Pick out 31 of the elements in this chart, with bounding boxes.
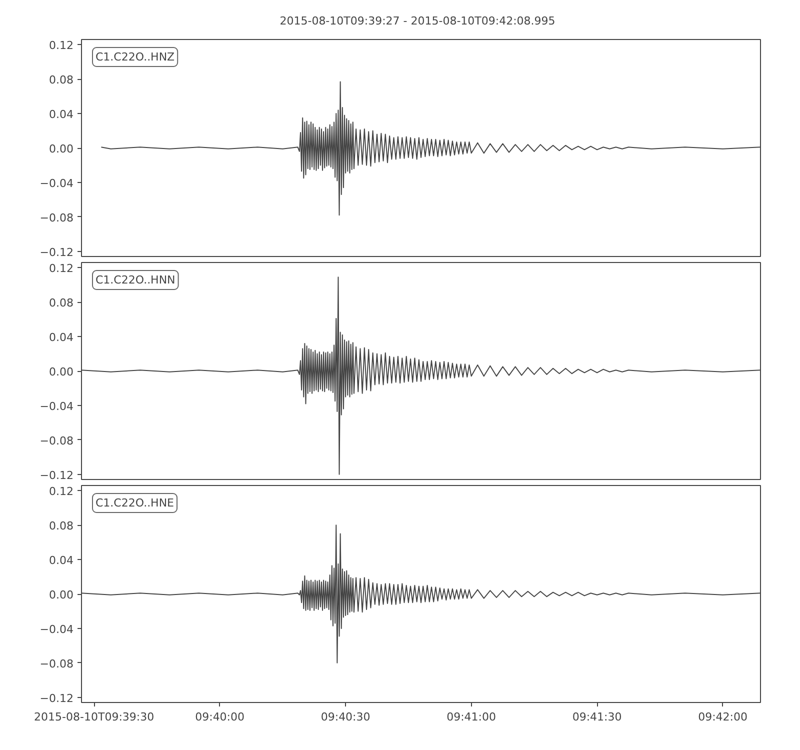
y-tick-label: 0.00 xyxy=(49,588,74,602)
chart-title: 2015-08-10T09:39:27 - 2015-08-10T09:42:08.995 xyxy=(280,14,556,28)
y-tick-label: 0.04 xyxy=(49,554,74,568)
annotation: C1.C22O..HNE xyxy=(96,496,174,510)
y-tick-label: 0.04 xyxy=(49,331,74,344)
x-tick-label: 09:40:30 xyxy=(320,710,370,724)
y-tick-label: 0.04 xyxy=(49,108,74,122)
y-tick-label: −0.08 xyxy=(40,434,74,448)
y-tick-label: 0.00 xyxy=(49,142,74,156)
y-tick-label: 0.12 xyxy=(49,485,74,498)
y-tick-label: 0.12 xyxy=(49,39,74,52)
annotation: C1.C22O..HNZ xyxy=(96,50,176,64)
x-tick-label: 09:42:00 xyxy=(698,710,748,724)
x-tick-label: 09:41:30 xyxy=(572,710,622,724)
y-tick-label: 0.08 xyxy=(49,74,74,87)
y-tick-label: −0.08 xyxy=(40,657,74,670)
y-tick-label: 0.12 xyxy=(49,262,74,276)
y-tick-label: 0.00 xyxy=(49,366,74,378)
x-tick-label: 2015-08-10T09:39:30 xyxy=(34,710,154,724)
y-tick-label: 0.08 xyxy=(49,296,74,310)
x-tick-label: 09:41:00 xyxy=(446,710,496,724)
annotation: C1.C22O..HNN xyxy=(96,274,176,286)
y-tick-label: −0.04 xyxy=(40,176,74,190)
y-tick-label: −0.12 xyxy=(40,468,74,482)
y-tick-label: −0.12 xyxy=(40,692,74,705)
x-tick-label: 09:40:00 xyxy=(195,710,245,724)
y-tick-label: −0.08 xyxy=(40,211,74,224)
y-tick-label: −0.12 xyxy=(40,246,74,259)
y-tick-label: 0.08 xyxy=(49,520,74,533)
y-tick-label: −0.04 xyxy=(40,400,74,413)
y-tick-label: −0.04 xyxy=(40,622,74,636)
